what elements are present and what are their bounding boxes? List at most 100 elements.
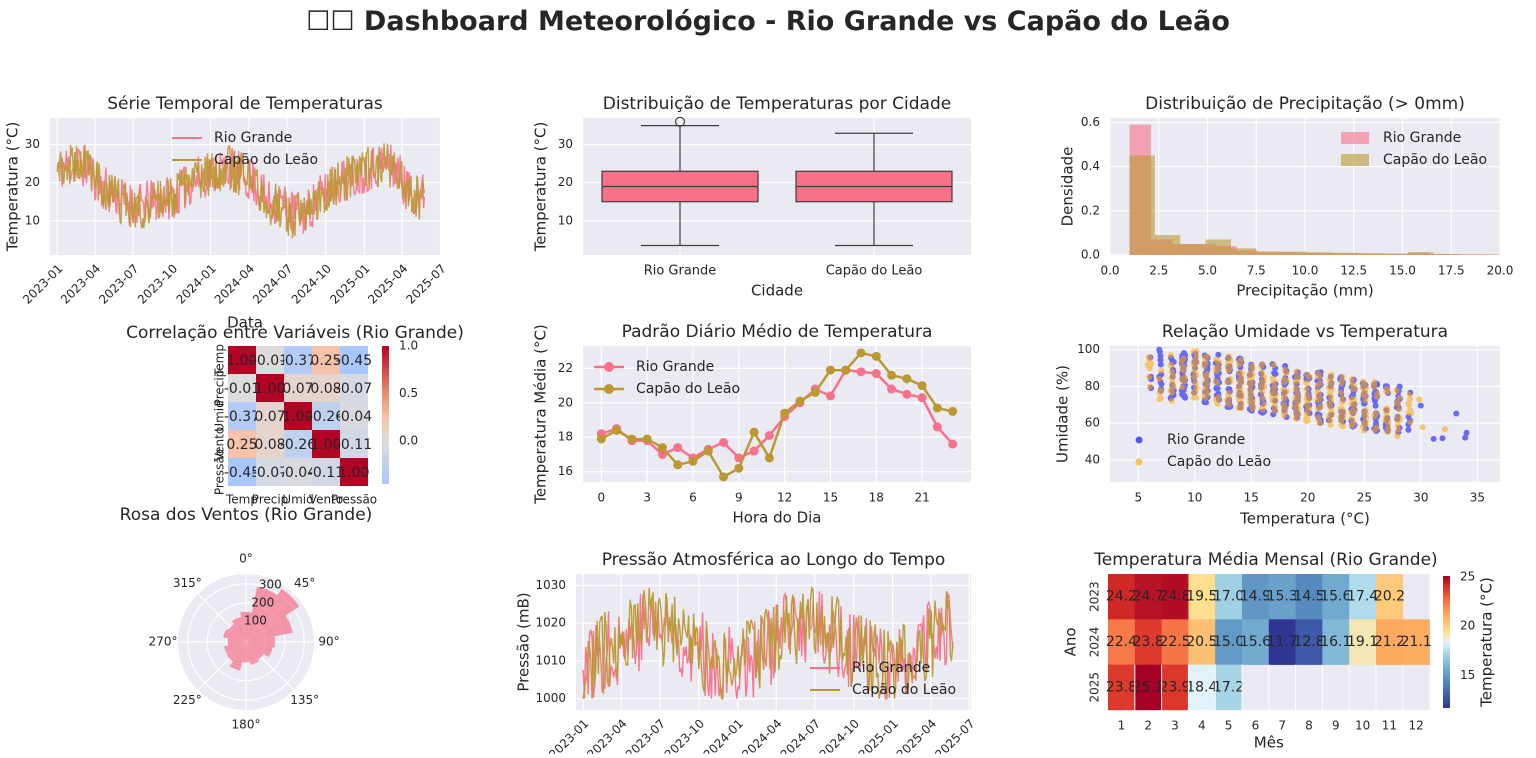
temp-series-xtick-group: 2024-04 [212, 261, 257, 306]
scatter-point [1204, 392, 1210, 398]
scatter-point [1169, 375, 1175, 381]
corr-cell-label: 0.25 [226, 437, 257, 453]
daily-point-capao-do-leao [765, 453, 774, 462]
temp-series-xtick-group: 2024-07 [250, 261, 295, 306]
temp-box-title: Distribuição de Temperaturas por Cidade [603, 94, 951, 114]
daily-pattern-title: Padrão Diário Médio de Temperatura [622, 322, 933, 342]
pressure-xtick: 2024-07 [778, 716, 823, 754]
daily-xtick: 15 [823, 491, 838, 505]
monthly-colorbar-label: Temperatura (°C) [1478, 577, 1496, 708]
scatter-point [1373, 403, 1379, 409]
scatter-point [1304, 386, 1310, 392]
daily-ytick: 20 [558, 395, 573, 409]
scatter-point [1406, 402, 1412, 408]
wind-rose-angle-label: 45° [294, 576, 315, 590]
scatter-point [1407, 407, 1413, 413]
scatter-point [1271, 408, 1277, 414]
daily-point-rio-grande [750, 447, 759, 456]
temp-series-xtick-group: 2024-01 [174, 261, 219, 306]
daily-point-capao-do-leao [887, 371, 896, 380]
daily-ytick: 16 [558, 464, 573, 478]
scatter-point [1236, 377, 1242, 383]
scatter-point [1384, 410, 1390, 416]
scatter-point [1247, 397, 1253, 403]
daily-xtick: 0 [598, 491, 606, 505]
scatter-point [1204, 381, 1210, 387]
scatter-point [1361, 427, 1367, 433]
pressure-xtick: 2023-01 [546, 716, 591, 754]
pressure-xtick-group: 2023-10 [662, 716, 707, 754]
daily-ytick: 18 [558, 430, 573, 444]
legend-label: Rio Grande [1167, 432, 1245, 448]
daily-point-capao-do-leao [857, 348, 866, 357]
precip-hist-bar-capao-do-leao [1282, 252, 1307, 255]
pressure-xtick-group: 2023-04 [584, 716, 629, 754]
humidity-ytick: 60 [1085, 416, 1100, 430]
humidity-ylabel: Umidade (%) [1054, 365, 1072, 463]
scatter-point [1281, 387, 1287, 393]
wind-rose-radial-tick: 300 [259, 578, 282, 592]
scatter-point [1225, 360, 1231, 366]
scatter-point [1213, 368, 1219, 374]
pressure-xtick-group: 2024-01 [701, 716, 746, 754]
monthly-ytick: 2024 [1088, 627, 1102, 658]
pressure-xtick: 2024-01 [701, 716, 746, 754]
scatter-point [1249, 371, 1255, 377]
precip-hist-bar-capao-do-leao [1434, 254, 1459, 255]
scatter-point [1294, 374, 1300, 380]
scatter-point [1361, 389, 1367, 395]
scatter-point [1259, 369, 1265, 375]
scatter-point [1158, 395, 1164, 401]
corr-colorbar-tick: 1.0 [399, 339, 418, 353]
precip-hist-xtick: 15.0 [1389, 264, 1416, 278]
wind-rose-radial-tick: 200 [251, 596, 274, 610]
scatter-point [1326, 401, 1332, 407]
corr-ytick: Pressão [213, 449, 227, 495]
scatter-point [1405, 427, 1411, 433]
daily-point-capao-do-leao [719, 472, 728, 481]
scatter-point [1385, 420, 1391, 426]
monthly-xtick: 9 [1332, 718, 1340, 732]
scatter-point [1453, 411, 1459, 417]
legend-swatch [604, 384, 614, 394]
pressure-ytick: 1030 [535, 578, 566, 592]
temp-series-xtick: 2025-07 [403, 261, 448, 306]
scatter-point [1261, 401, 1267, 407]
scatter-point [1317, 420, 1323, 426]
precip-hist-xtick: 5.0 [1198, 264, 1217, 278]
pressure-xtick: 2023-04 [584, 716, 629, 754]
scatter-point [1239, 371, 1245, 377]
temp-series-xtick: 2024-10 [289, 261, 334, 306]
scatter-point [1339, 396, 1345, 402]
pressure-xtick-group: 2023-07 [623, 716, 668, 754]
humidity-xtick: 35 [1470, 491, 1485, 505]
corr-cell-label: -0.07 [336, 381, 372, 397]
scatter-point [1169, 390, 1175, 396]
precip-hist-ylabel: Densidade [1059, 147, 1077, 227]
precip-hist-bar-capao-do-leao [1383, 254, 1408, 255]
precip-hist-xtick: 17.5 [1438, 264, 1465, 278]
scatter-point [1327, 375, 1333, 381]
precip-hist-xtick: 12.5 [1340, 264, 1367, 278]
legend-label: Rio Grande [214, 130, 292, 146]
scatter-point [1193, 384, 1199, 390]
pressure-title: Pressão Atmosférica ao Longo do Tempo [602, 550, 946, 570]
monthly-colorbar-tick: 25 [1460, 569, 1475, 583]
monthly-xtick: 5 [1225, 718, 1233, 732]
daily-point-rio-grande [872, 369, 881, 378]
daily-point-capao-do-leao [734, 464, 743, 473]
scatter-point [1226, 353, 1232, 359]
scatter-point [1350, 386, 1356, 392]
scatter-point [1179, 391, 1185, 397]
scatter-point [1293, 369, 1299, 375]
scatter-point [1271, 385, 1277, 391]
legend-label: Capão do Leão [852, 682, 956, 698]
humidity-ytick: 40 [1085, 452, 1100, 466]
daily-point-capao-do-leao [643, 434, 652, 443]
scatter-point [1193, 353, 1199, 359]
scatter-point [1340, 423, 1346, 429]
scatter-point [1284, 377, 1290, 383]
scatter-point [1237, 360, 1243, 366]
scatter-point [1408, 419, 1414, 425]
